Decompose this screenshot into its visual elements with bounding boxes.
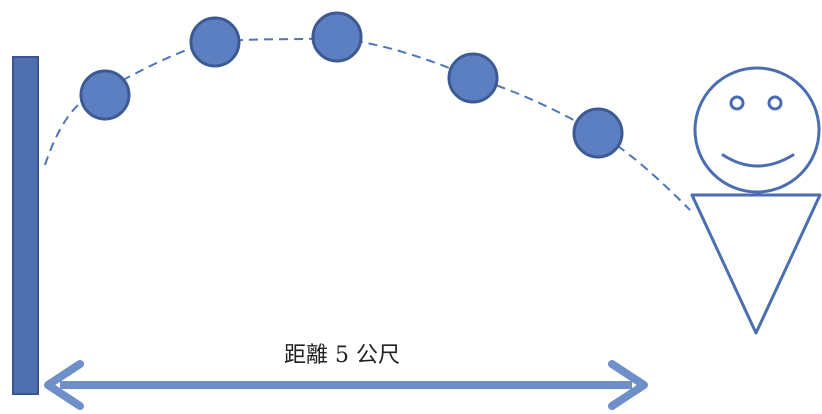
ball <box>189 16 241 68</box>
distance-arrow <box>44 360 648 410</box>
person-head <box>693 66 821 194</box>
person-right-eye <box>767 95 783 111</box>
ball-group <box>79 11 624 159</box>
distance-arrow-right-head <box>608 360 648 410</box>
ball <box>572 107 624 159</box>
ball <box>311 11 363 63</box>
wall <box>12 56 39 395</box>
ball <box>447 52 499 104</box>
distance-arrow-left-head <box>44 360 84 410</box>
person-icon <box>690 66 822 335</box>
ball <box>79 69 131 121</box>
person-body <box>690 193 822 335</box>
person-left-eye <box>729 95 745 111</box>
distance-label: 距離 5 公尺 <box>284 343 400 368</box>
person-smile <box>721 153 795 168</box>
